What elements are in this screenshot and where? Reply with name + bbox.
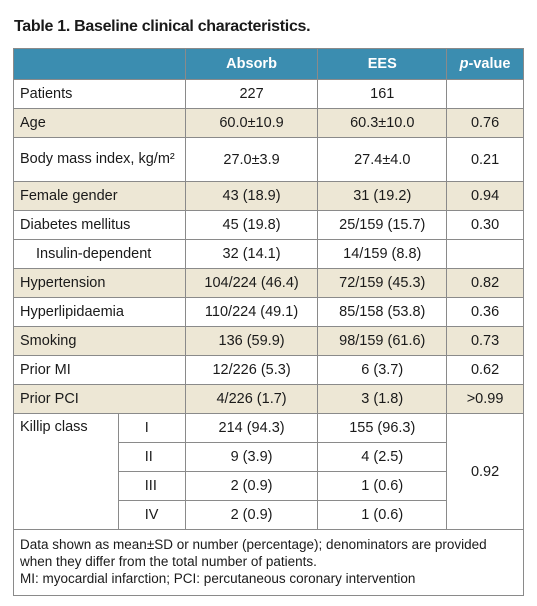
killip-class: I bbox=[117, 413, 186, 443]
absorb-cell: 4/226 (1.7) bbox=[184, 384, 319, 414]
header-row: Absorb EES p-value bbox=[13, 48, 524, 80]
killip-row: II 9 (3.9) 4 (2.5) bbox=[14, 442, 524, 472]
p-value-cell: 0.73 bbox=[446, 326, 524, 356]
table-row: Age 60.0±10.9 60.3±10.0 0.76 bbox=[13, 108, 524, 138]
ees-cell: 1 (0.6) bbox=[317, 471, 448, 501]
table-row: Patients 227 161 bbox=[13, 79, 524, 109]
absorb-cell: 45 (19.8) bbox=[184, 210, 319, 240]
absorb-cell: 110/224 (49.1) bbox=[184, 297, 319, 327]
ees-cell: 3 (1.8) bbox=[317, 384, 448, 414]
ees-cell: 60.3±10.0 bbox=[317, 108, 448, 138]
p-value-cell: 0.76 bbox=[446, 108, 524, 138]
p-value-cell: 0.62 bbox=[446, 355, 524, 385]
absorb-cell: 2 (0.9) bbox=[184, 500, 319, 530]
killip-class: II bbox=[117, 442, 186, 472]
header-cell: Absorb bbox=[184, 48, 319, 80]
row-label: Prior MI bbox=[13, 355, 186, 385]
row-label: Hyperlipidaemia bbox=[13, 297, 186, 327]
table-row: Body mass index, kg/m² 27.0±3.9 27.4±4.0 0.… bbox=[13, 137, 524, 182]
table-row: Hypertension 104/224 (46.4) 72/159 (45.3) 0… bbox=[13, 268, 524, 298]
row-label: Patients bbox=[13, 79, 186, 109]
absorb-cell: 2 (0.9) bbox=[184, 471, 319, 501]
absorb-cell: 9 (3.9) bbox=[184, 442, 319, 472]
ees-cell: 161 bbox=[317, 79, 448, 109]
p-value-cell bbox=[446, 79, 524, 109]
table-row: Hyperlipidaemia 110/224 (49.1) 85/158 (53.… bbox=[13, 297, 524, 327]
row-label: Hypertension bbox=[13, 268, 186, 298]
row-label: Female gender bbox=[13, 181, 186, 211]
killip-row: III 2 (0.9) 1 (0.6) bbox=[14, 471, 524, 501]
table-row: Insulin-dependent 32 (14.1) 14/159 (8.8) bbox=[13, 239, 524, 269]
ees-cell: 4 (2.5) bbox=[317, 442, 448, 472]
ees-cell: 31 (19.2) bbox=[317, 181, 448, 211]
footnote-row: Data shown as mean±SD or number (percent… bbox=[13, 529, 524, 596]
table-row: Diabetes mellitus 45 (19.8) 25/159 (15.7) 0… bbox=[13, 210, 524, 240]
absorb-cell: 227 bbox=[184, 79, 319, 109]
row-label: Smoking bbox=[13, 326, 186, 356]
p-value-cell: 0.92 bbox=[446, 413, 524, 530]
ees-cell: 27.4±4.0 bbox=[317, 137, 448, 182]
row-label: Prior PCI bbox=[13, 384, 186, 414]
header-cell bbox=[13, 48, 186, 80]
p-value-cell: 0.30 bbox=[446, 210, 524, 240]
ees-cell: 14/159 (8.8) bbox=[317, 239, 448, 269]
table-row: Smoking 136 (59.9) 98/159 (61.6) 0.73 bbox=[13, 326, 524, 356]
p-value-cell: 0.94 bbox=[446, 181, 524, 211]
killip-label: Killip class bbox=[13, 413, 119, 530]
row-label: Insulin-dependent bbox=[13, 239, 186, 269]
footnote: Data shown as mean±SD or number (percent… bbox=[13, 529, 524, 596]
table-title: Table 1. Baseline clinical characteristi… bbox=[14, 18, 311, 35]
ees-cell: 6 (3.7) bbox=[317, 355, 448, 385]
header-cell: EES bbox=[317, 48, 448, 80]
killip-row: IV 2 (0.9) 1 (0.6) bbox=[14, 500, 524, 530]
absorb-cell: 27.0±3.9 bbox=[184, 137, 319, 182]
absorb-cell: 136 (59.9) bbox=[184, 326, 319, 356]
absorb-cell: 104/224 (46.4) bbox=[184, 268, 319, 298]
killip-class: IV bbox=[117, 500, 186, 530]
ees-cell: 1 (0.6) bbox=[317, 500, 448, 530]
ees-cell: 155 (96.3) bbox=[317, 413, 448, 443]
table-row: Female gender 43 (18.9) 31 (19.2) 0.94 bbox=[13, 181, 524, 211]
ees-cell: 72/159 (45.3) bbox=[317, 268, 448, 298]
header-cell: p-value bbox=[446, 48, 524, 80]
footnote-line: MI: myocardial infarction; PCI: percutan… bbox=[20, 571, 416, 586]
killip-class: III bbox=[117, 471, 186, 501]
ees-cell: 85/158 (53.8) bbox=[317, 297, 448, 327]
p-value-cell: 0.36 bbox=[446, 297, 524, 327]
absorb-cell: 12/226 (5.3) bbox=[184, 355, 319, 385]
ees-cell: 25/159 (15.7) bbox=[317, 210, 448, 240]
absorb-cell: 214 (94.3) bbox=[184, 413, 319, 443]
p-value-cell: 0.21 bbox=[446, 137, 524, 182]
killip-row: Killip class I 214 (94.3) 155 (96.3) 0.92 bbox=[13, 413, 524, 530]
footnote-line: Data shown as mean±SD or number (percent… bbox=[20, 537, 487, 569]
ees-cell: 98/159 (61.6) bbox=[317, 326, 448, 356]
row-label: Body mass index, kg/m² bbox=[13, 137, 186, 182]
p-value-cell: >0.99 bbox=[446, 384, 524, 414]
absorb-cell: 43 (18.9) bbox=[184, 181, 319, 211]
absorb-cell: 60.0±10.9 bbox=[184, 108, 319, 138]
table: Absorb EES p-value Patients 227 161 Age 60.0±10… bbox=[13, 48, 524, 596]
table-row: Prior MI 12/226 (5.3) 6 (3.7) 0.62 bbox=[13, 355, 524, 385]
absorb-cell: 32 (14.1) bbox=[184, 239, 319, 269]
p-value-cell: 0.82 bbox=[446, 268, 524, 298]
table-row: Prior PCI 4/226 (1.7) 3 (1.8) >0.99 bbox=[13, 384, 524, 414]
row-label: Age bbox=[13, 108, 186, 138]
row-label: Diabetes mellitus bbox=[13, 210, 186, 240]
p-value-cell bbox=[446, 239, 524, 269]
